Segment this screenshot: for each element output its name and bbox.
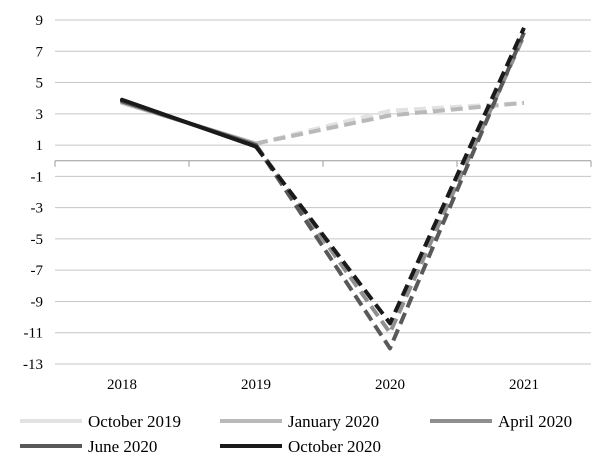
gridlines bbox=[54, 19, 592, 365]
y-tick-label: -1 bbox=[31, 169, 44, 185]
series-line-forecast bbox=[254, 26, 526, 326]
legend-label: June 2020 bbox=[88, 437, 157, 456]
x-tick-label: 2021 bbox=[509, 377, 539, 393]
x-tick-label: 2019 bbox=[241, 377, 271, 393]
legend-label: October 2019 bbox=[88, 412, 181, 431]
series-line-forecast bbox=[254, 34, 526, 335]
legend: October 2019 January 2020 April 2020 June 2… bbox=[20, 412, 572, 456]
x-tick-label: 2018 bbox=[107, 377, 137, 393]
x-tick-label: 2020 bbox=[375, 377, 405, 393]
y-tick-label: -3 bbox=[31, 201, 44, 217]
series-line-actual bbox=[120, 97, 258, 149]
y-axis-tick-labels: 9 7 5 3 1 -1 -3 -5 -7 -9 -11 -13 bbox=[23, 13, 44, 373]
legend-label: January 2020 bbox=[288, 412, 379, 431]
y-tick-label: 9 bbox=[36, 13, 44, 29]
y-tick-label: 5 bbox=[36, 76, 44, 92]
x-axis-tick-labels: 2018 2019 2020 2021 bbox=[107, 377, 539, 393]
y-tick-label: -7 bbox=[31, 263, 44, 279]
y-tick-label: 1 bbox=[36, 138, 44, 154]
series-line-forecast bbox=[254, 31, 526, 351]
y-tick-label: -13 bbox=[23, 357, 43, 373]
y-tick-label: -5 bbox=[31, 232, 44, 248]
legend-label: April 2020 bbox=[498, 412, 572, 431]
series-line-forecast bbox=[255, 100, 525, 146]
legend-label: October 2020 bbox=[288, 437, 381, 456]
y-tick-label: 3 bbox=[36, 107, 44, 123]
y-tick-label: -9 bbox=[31, 294, 44, 310]
y-tick-label: 7 bbox=[36, 44, 44, 60]
y-tick-label: -11 bbox=[24, 326, 43, 342]
series-lines bbox=[120, 26, 526, 351]
